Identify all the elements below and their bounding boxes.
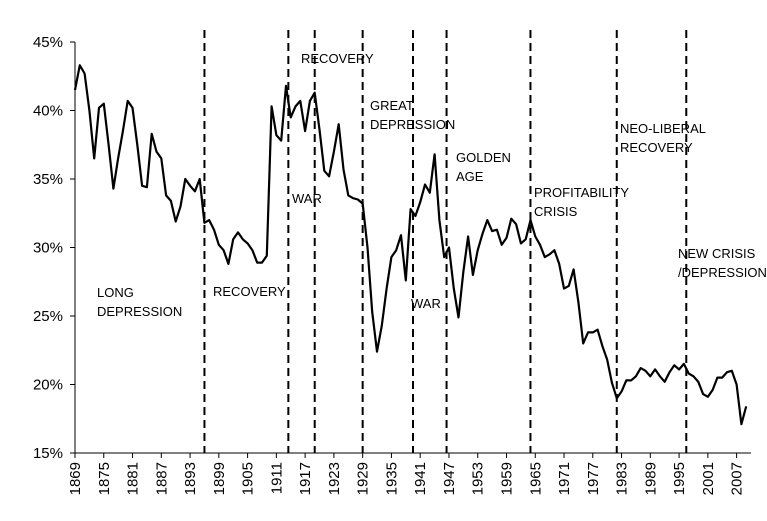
x-tick-label: 1971 [556, 462, 573, 495]
annotation: RECOVERY [213, 284, 286, 299]
annotation: DEPRESSION [370, 117, 455, 132]
x-tick-label: 1911 [268, 462, 285, 494]
x-tick-label: 1977 [585, 462, 602, 495]
x-tick-label: 1881 [125, 462, 142, 495]
annotation: WAR [292, 191, 322, 206]
x-tick-label: 1995 [671, 462, 688, 495]
x-tick-label: 1989 [642, 462, 659, 495]
annotation: /DEPRESSION [678, 265, 767, 280]
annotation: CRISIS [534, 204, 578, 219]
annotation: WAR [411, 296, 441, 311]
annotation: PROFITABILITY [534, 185, 629, 200]
x-tick-label: 1983 [614, 462, 631, 495]
x-tick-label: 1941 [412, 462, 429, 495]
x-tick-label: 1893 [182, 462, 199, 495]
x-tick-label: 1965 [527, 462, 544, 495]
y-tick-label: 30% [33, 240, 63, 257]
y-tick-label: 45% [33, 34, 63, 51]
x-tick-label: 1959 [498, 462, 515, 495]
y-tick-label: 40% [33, 103, 63, 120]
y-tick-label: 35% [33, 171, 63, 188]
annotation: RECOVERY [620, 140, 693, 155]
x-tick-label: 2001 [700, 462, 717, 495]
x-tick-label: 1875 [96, 462, 113, 495]
annotation: RECOVERY [301, 51, 374, 66]
x-tick-label: 1899 [211, 462, 228, 495]
data-line [73, 64, 748, 426]
x-tick-label: 1935 [383, 462, 400, 495]
x-tick-label: 1887 [153, 462, 170, 495]
y-tick-label: 15% [33, 445, 63, 462]
annotation: DEPRESSION [97, 304, 182, 319]
y-tick-label: 20% [33, 377, 63, 394]
x-tick-label: 1923 [326, 462, 343, 495]
annotation: GOLDEN [456, 150, 511, 165]
annotation: GREAT [370, 98, 414, 113]
x-tick-label: 2007 [729, 462, 746, 495]
x-tick-label: 1917 [297, 462, 314, 495]
annotation: NEW CRISIS [678, 246, 756, 261]
annotation: NEO-LIBERAL [620, 121, 706, 136]
annotation: LONG [97, 285, 134, 300]
x-tick-label: 1947 [441, 462, 458, 495]
x-tick-label: 1869 [67, 462, 84, 495]
x-tick-label: 1905 [240, 462, 257, 495]
x-tick-label: 1953 [470, 462, 487, 495]
annotation: AGE [456, 169, 484, 184]
y-tick-label: 25% [33, 308, 63, 325]
x-tick-label: 1929 [355, 462, 372, 495]
